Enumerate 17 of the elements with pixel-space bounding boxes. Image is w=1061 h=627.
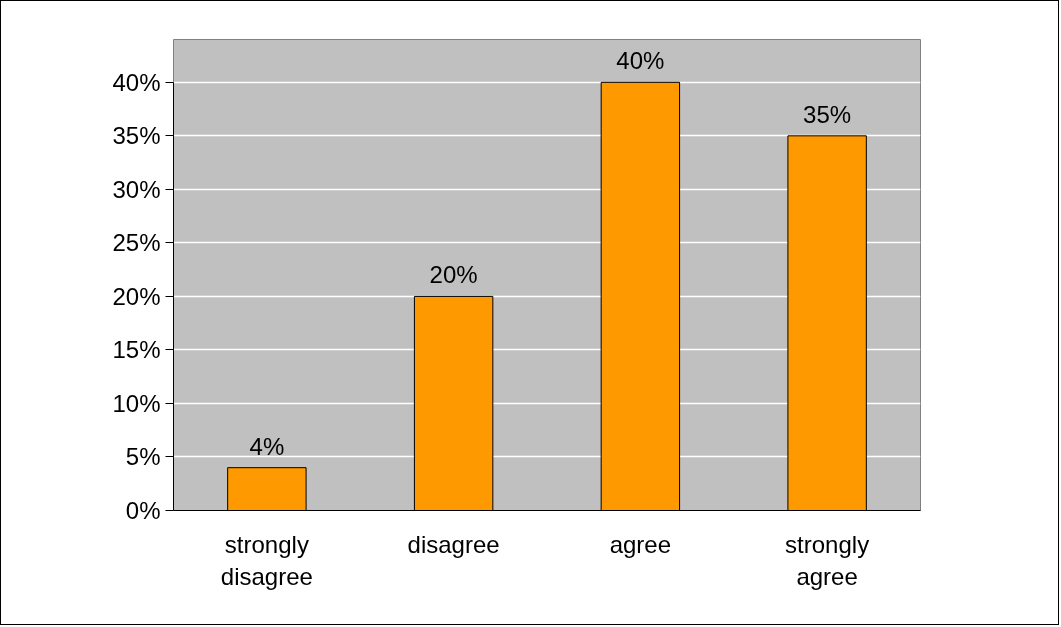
y-tick-label: 0% <box>125 497 161 524</box>
data-label: 4% <box>249 432 285 460</box>
x-tick-label: agree <box>609 530 672 558</box>
y-tick-label: 10% <box>112 389 161 417</box>
x-tick-label: strongly disagree <box>220 530 313 590</box>
data-label: 35% <box>803 100 852 128</box>
y-tick-label: 30% <box>112 175 161 203</box>
y-tick-label: 25% <box>112 229 161 257</box>
y-tick-label: 15% <box>112 336 161 364</box>
y-tick-label: 20% <box>112 282 161 310</box>
x-tick-label: disagree <box>407 530 500 558</box>
x-tick-label: strongly agree <box>785 530 870 590</box>
y-tick-label: 5% <box>125 443 161 471</box>
y-tick-label: 40% <box>112 68 161 96</box>
y-tick-label: 35% <box>112 122 161 150</box>
data-label: 20% <box>429 261 478 289</box>
data-label: 40% <box>616 47 665 75</box>
